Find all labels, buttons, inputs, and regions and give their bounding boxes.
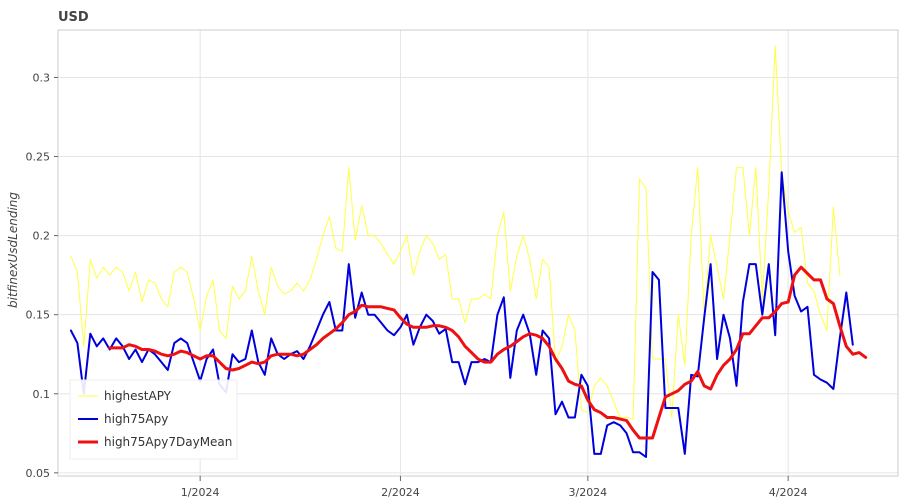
x-tick-label: 3/2024	[568, 486, 607, 499]
y-tick-label: 0.25	[26, 151, 51, 164]
y-axis-label: bitfinexUsdLending	[6, 192, 20, 308]
series-line-high75Apy	[69, 171, 854, 458]
axes: 0.05 0.1 0.15 0.2 0.25 0.3 1/2024 2/2024 3/2024 4…	[26, 71, 808, 499]
legend-label: highestAPY	[104, 389, 172, 403]
x-tick-label: 1/2024	[181, 486, 220, 499]
y-tick-label: 0.2	[33, 230, 51, 243]
y-tick-label: 0.1	[33, 388, 51, 401]
x-tick-label: 2/2024	[381, 486, 420, 499]
plot-series	[69, 45, 868, 458]
legend-label: high75Apy7DayMean	[104, 435, 232, 449]
series-line-highestAPY	[70, 45, 841, 420]
legend: highestAPY high75Apy high75Apy7DayMean	[69, 379, 238, 460]
series-line-high75Apy7DayMean	[108, 265, 868, 440]
chart-title: USD	[58, 10, 89, 25]
y-tick-label: 0.3	[33, 71, 51, 84]
x-tick-label: 4/2024	[769, 486, 808, 499]
plot-frame	[57, 29, 899, 477]
y-tick-label: 0.15	[26, 309, 51, 322]
legend-label: high75Apy	[104, 412, 168, 426]
y-tick-label: 0.05	[26, 467, 51, 480]
